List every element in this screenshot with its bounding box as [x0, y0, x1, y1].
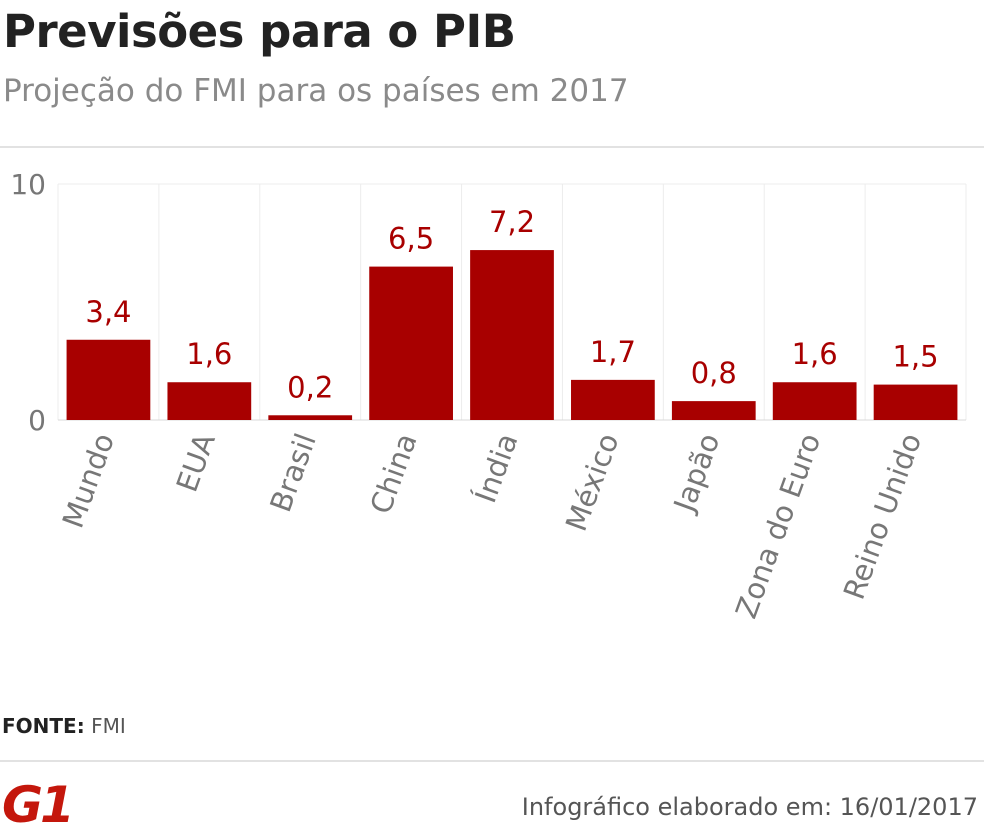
x-tick-label: China [363, 429, 423, 518]
top-divider [0, 146, 984, 148]
data-label: 1,7 [590, 335, 636, 369]
x-tick-label: México [559, 429, 626, 536]
source-note: FONTE: FMI [2, 712, 126, 740]
data-label: 6,5 [388, 222, 434, 256]
data-label: 3,4 [85, 295, 131, 329]
bar [873, 384, 958, 420]
source-label: FONTE: [2, 714, 85, 738]
bar [671, 401, 756, 420]
x-tick-label: Mundo [56, 429, 121, 533]
data-label: 1,6 [186, 337, 232, 371]
data-label: 1,5 [892, 340, 938, 374]
data-label: 0,2 [287, 370, 333, 404]
data-label: 0,8 [691, 356, 737, 390]
data-label: 1,6 [792, 337, 838, 371]
svg-text:G1: G1 [2, 776, 72, 830]
x-tick-label: Brasil [263, 429, 323, 517]
y-tick-label: 10 [10, 168, 46, 201]
bar [66, 339, 151, 420]
x-tick-label: Zona do Euro [729, 429, 827, 623]
bar [369, 266, 453, 420]
y-tick-label: 0 [28, 404, 46, 437]
x-tick-label: Reino Unido [837, 429, 928, 604]
x-tick-label: EUA [170, 429, 222, 497]
bar [772, 382, 857, 420]
bottom-divider [0, 760, 984, 762]
data-label: 7,2 [489, 205, 535, 239]
bar [571, 379, 655, 420]
x-tick-label: Japão [666, 429, 726, 518]
credit-note: Infográfico elaborado em: 16/01/2017 [521, 793, 978, 821]
bar [167, 382, 252, 420]
source-value: FMI [91, 714, 126, 738]
bar-chart: 0 10 3,4 Mundo 1,6 EUA 0,2 Brasil 6,5 China 7,2 Índ… [10, 168, 967, 623]
bar [470, 250, 554, 420]
x-tick-label: Índia [468, 429, 524, 508]
chart-title: Previsões para o PIB [3, 5, 516, 58]
bar [268, 415, 353, 420]
g1-logo: G1 [2, 776, 72, 830]
chart-subtitle: Projeção do FMI para os países em 2017 [3, 73, 629, 109]
